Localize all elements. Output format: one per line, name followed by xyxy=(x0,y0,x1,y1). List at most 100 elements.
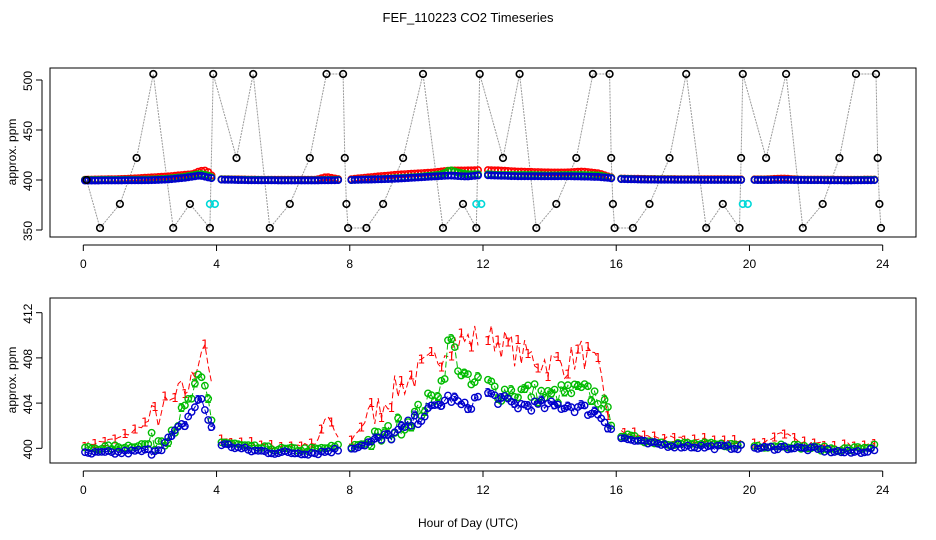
top-x-tick-label: 12 xyxy=(476,257,490,271)
reference-point xyxy=(818,199,827,209)
bottom-series-3-label: 3 xyxy=(591,404,599,418)
top-x-tick-label: 20 xyxy=(743,257,757,271)
bottom-series-2-point xyxy=(200,381,209,390)
zero-marker xyxy=(738,199,747,209)
bottom-series-3-point xyxy=(577,401,586,410)
bottom-series-2-point xyxy=(590,387,599,396)
bottom-series-1-label: 1 xyxy=(141,416,149,430)
reference-point xyxy=(249,69,258,79)
bottom-series-3-point xyxy=(604,424,612,433)
bottom-series-2-label: 2 xyxy=(547,387,555,401)
bottom-series-1-label: 1 xyxy=(641,429,649,443)
bottom-series-3-point xyxy=(870,446,879,455)
bottom-series-3-point xyxy=(357,441,366,450)
top-series-3-point xyxy=(737,175,746,184)
bottom-series-1-label: 1 xyxy=(201,338,209,352)
top-x-tick-label: 8 xyxy=(346,257,353,271)
bottom-series-3-point xyxy=(404,416,412,425)
bottom-series-2-point xyxy=(447,335,456,343)
bottom-series-3-point xyxy=(364,438,372,446)
reference-point xyxy=(736,153,746,163)
bottom-series-1-label: 1 xyxy=(448,350,456,364)
bottom-series-1-label: 1 xyxy=(181,387,189,401)
bottom-series-1-label: 1 xyxy=(408,368,416,382)
top-x-tick-label: 16 xyxy=(610,257,624,271)
bottom-series-2-label: 2 xyxy=(178,401,186,415)
top-x-tick-label: 4 xyxy=(213,257,220,271)
bottom-series-2-point xyxy=(587,396,596,405)
top-series-3-point xyxy=(207,174,216,183)
bottom-series-3-point xyxy=(257,446,266,455)
bottom-series-3-point xyxy=(490,391,499,400)
bottom-series-3-point xyxy=(270,450,279,458)
bottom-series-1-label: 1 xyxy=(91,437,99,451)
bottom-series-2-point xyxy=(414,400,422,409)
bottom-series-2-label: 2 xyxy=(191,377,199,391)
bottom-series-1-label: 1 xyxy=(681,434,689,448)
top-y-tick-label: 400 xyxy=(21,171,35,191)
bottom-series-1-label: 1 xyxy=(494,334,502,348)
reference-point xyxy=(873,153,882,163)
bottom-series-2-label: 2 xyxy=(601,393,609,407)
top-series-3-point xyxy=(866,176,875,185)
bottom-series-3-point xyxy=(167,432,176,440)
reference-point xyxy=(876,223,886,233)
bottom-series-2-point xyxy=(584,382,592,391)
bottom-series-1-label: 1 xyxy=(871,437,879,451)
top-panel: approx. ppm 0 4 8 12 16 20 24 350 400 450 500 xyxy=(5,67,917,271)
reference-point xyxy=(532,223,541,233)
bottom-series-2-point xyxy=(550,385,559,394)
reference-point xyxy=(362,223,371,233)
bottom-series-1-label: 1 xyxy=(378,411,386,425)
top-series-3-point xyxy=(473,171,482,180)
reference-points xyxy=(82,69,886,233)
bottom-series-2-point xyxy=(597,404,606,413)
bottom-series-3-point xyxy=(580,401,589,410)
bottom-series-3-point xyxy=(494,400,502,408)
reference-point xyxy=(498,153,508,163)
bottom-series-3-point xyxy=(600,418,609,427)
zero-marker xyxy=(743,199,752,209)
bottom-series-2-point xyxy=(184,394,193,403)
reference-point xyxy=(418,69,428,79)
bottom-series-2-line xyxy=(84,338,875,452)
bottom-series-1-label: 1 xyxy=(671,431,679,445)
reference-point xyxy=(232,153,241,163)
bottom-x-tick-label: 16 xyxy=(610,483,624,497)
bottom-series-3-point xyxy=(557,405,566,413)
bottom-series-1-label: 1 xyxy=(328,416,336,430)
reference-point xyxy=(209,69,218,79)
reference-point xyxy=(552,199,561,209)
bottom-series-3-point xyxy=(144,445,153,454)
bottom-series-3-point xyxy=(377,435,386,444)
reference-point xyxy=(205,223,214,233)
reference-point xyxy=(610,223,619,233)
bottom-series-2-label: 2 xyxy=(521,382,529,396)
bottom-series-1-label: 1 xyxy=(514,333,522,347)
bottom-series-3-point xyxy=(380,430,389,439)
bottom-series-1-label: 1 xyxy=(368,396,376,410)
reference-point xyxy=(682,69,691,79)
bottom-series-2-point xyxy=(567,389,576,398)
bottom-series-3-label: 3 xyxy=(424,401,432,415)
bottom-series-1-label: 1 xyxy=(554,350,562,364)
bottom-series-2-point xyxy=(464,370,472,378)
top-series-3-point xyxy=(733,175,742,184)
bottom-series-3-line xyxy=(84,392,875,456)
bottom-series-3-point xyxy=(720,442,729,450)
reference-point xyxy=(572,153,581,163)
top-series-3-point xyxy=(870,176,879,185)
bottom-series-2-point xyxy=(190,379,199,388)
bottom-plot-frame xyxy=(49,297,917,464)
bottom-series-1-label: 1 xyxy=(661,432,669,446)
reference-point xyxy=(608,199,618,209)
bottom-x-tick-label: 20 xyxy=(743,483,757,497)
reference-connector-line xyxy=(86,73,882,230)
reference-point xyxy=(169,223,178,233)
bottom-series-2-point xyxy=(384,421,392,430)
reference-point xyxy=(588,69,598,79)
bottom-series-3-point xyxy=(274,449,283,458)
reference-point xyxy=(379,199,388,209)
